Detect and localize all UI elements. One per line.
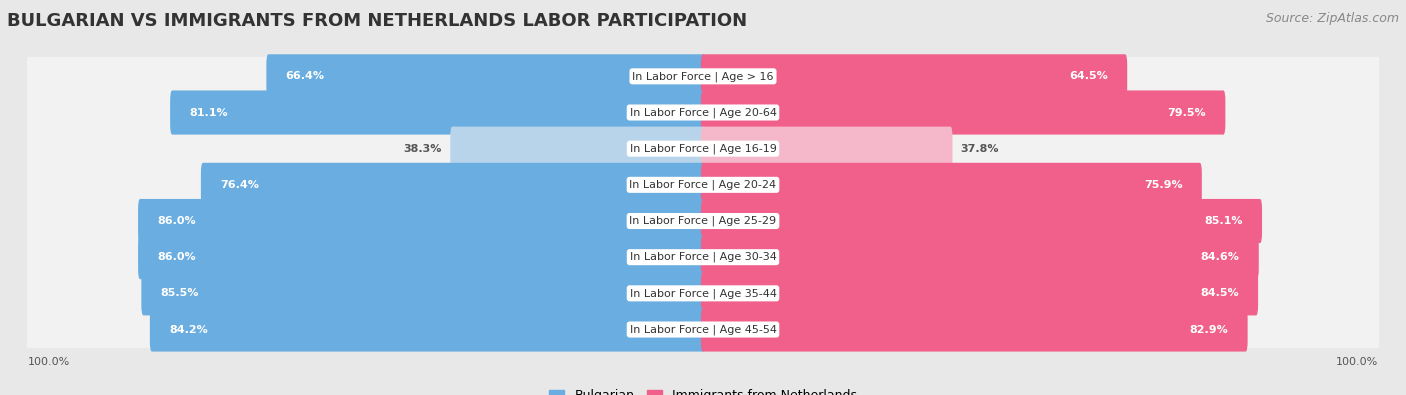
FancyBboxPatch shape: [702, 90, 1226, 135]
Text: In Labor Force | Age 30-34: In Labor Force | Age 30-34: [630, 252, 776, 262]
Text: 64.5%: 64.5%: [1069, 71, 1108, 81]
Text: In Labor Force | Age > 16: In Labor Force | Age > 16: [633, 71, 773, 82]
FancyBboxPatch shape: [27, 57, 1379, 96]
Text: BULGARIAN VS IMMIGRANTS FROM NETHERLANDS LABOR PARTICIPATION: BULGARIAN VS IMMIGRANTS FROM NETHERLANDS…: [7, 12, 747, 30]
Text: 37.8%: 37.8%: [960, 144, 1000, 154]
Text: 75.9%: 75.9%: [1144, 180, 1182, 190]
FancyBboxPatch shape: [170, 90, 704, 135]
Text: 82.9%: 82.9%: [1189, 325, 1229, 335]
FancyBboxPatch shape: [27, 129, 1379, 168]
Text: In Labor Force | Age 20-64: In Labor Force | Age 20-64: [630, 107, 776, 118]
FancyBboxPatch shape: [702, 235, 1258, 279]
FancyBboxPatch shape: [702, 199, 1263, 243]
Legend: Bulgarian, Immigrants from Netherlands: Bulgarian, Immigrants from Netherlands: [544, 384, 862, 395]
FancyBboxPatch shape: [27, 274, 1379, 313]
FancyBboxPatch shape: [27, 201, 1379, 241]
Text: In Labor Force | Age 16-19: In Labor Force | Age 16-19: [630, 143, 776, 154]
Text: In Labor Force | Age 35-44: In Labor Force | Age 35-44: [630, 288, 776, 299]
Text: 79.5%: 79.5%: [1167, 107, 1206, 117]
FancyBboxPatch shape: [702, 163, 1202, 207]
Text: 66.4%: 66.4%: [285, 71, 325, 81]
Text: 76.4%: 76.4%: [221, 180, 259, 190]
FancyBboxPatch shape: [27, 166, 1379, 204]
Text: 85.1%: 85.1%: [1205, 216, 1243, 226]
Text: 84.6%: 84.6%: [1201, 252, 1240, 262]
FancyBboxPatch shape: [138, 199, 704, 243]
Text: In Labor Force | Age 20-24: In Labor Force | Age 20-24: [630, 180, 776, 190]
FancyBboxPatch shape: [702, 307, 1247, 352]
Text: 84.2%: 84.2%: [169, 325, 208, 335]
FancyBboxPatch shape: [702, 127, 952, 171]
Text: 84.5%: 84.5%: [1201, 288, 1239, 298]
Text: 86.0%: 86.0%: [157, 252, 195, 262]
FancyBboxPatch shape: [266, 54, 704, 98]
FancyBboxPatch shape: [702, 271, 1258, 316]
FancyBboxPatch shape: [702, 54, 1128, 98]
Text: Source: ZipAtlas.com: Source: ZipAtlas.com: [1265, 12, 1399, 25]
FancyBboxPatch shape: [27, 93, 1379, 132]
Text: 81.1%: 81.1%: [190, 107, 228, 117]
FancyBboxPatch shape: [201, 163, 704, 207]
FancyBboxPatch shape: [138, 235, 704, 279]
FancyBboxPatch shape: [450, 127, 704, 171]
Text: 86.0%: 86.0%: [157, 216, 195, 226]
FancyBboxPatch shape: [142, 271, 704, 316]
Text: 85.5%: 85.5%: [160, 288, 200, 298]
Text: 100.0%: 100.0%: [1336, 357, 1378, 367]
Text: In Labor Force | Age 25-29: In Labor Force | Age 25-29: [630, 216, 776, 226]
Text: In Labor Force | Age 45-54: In Labor Force | Age 45-54: [630, 324, 776, 335]
Text: 100.0%: 100.0%: [28, 357, 70, 367]
FancyBboxPatch shape: [27, 238, 1379, 277]
Text: 38.3%: 38.3%: [404, 144, 441, 154]
FancyBboxPatch shape: [150, 307, 704, 352]
FancyBboxPatch shape: [27, 310, 1379, 349]
